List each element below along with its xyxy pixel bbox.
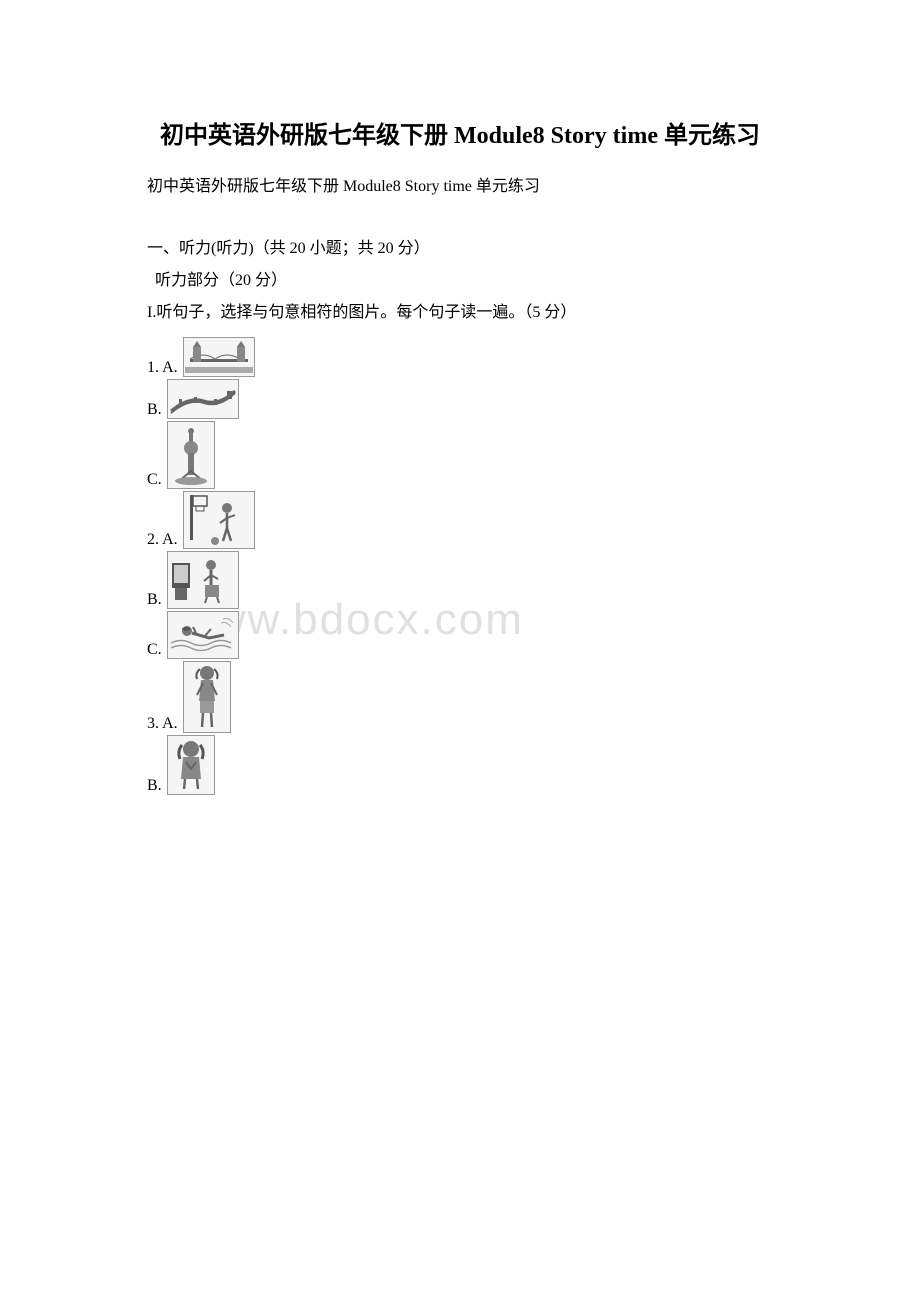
option-label: 2. A. <box>147 531 178 549</box>
subtitle-text: 初中英语外研版七年级下册 Module8 Story time 单元练习 <box>115 172 805 196</box>
option-1b: B. <box>147 379 805 419</box>
option-2c: C. <box>147 611 805 659</box>
basketball-icon <box>183 491 255 549</box>
option-label: C. <box>147 641 162 659</box>
watching-tv-icon <box>167 551 239 609</box>
option-2a: 2. A. <box>147 491 805 549</box>
option-1c: C. <box>147 421 805 489</box>
option-label: B. <box>147 777 162 795</box>
tower-icon <box>167 421 215 489</box>
option-label: 1. A. <box>147 359 178 377</box>
landmark-bridge-icon <box>183 337 255 377</box>
option-2b: B. <box>147 551 805 609</box>
option-label: B. <box>147 401 162 419</box>
page-title: 初中英语外研版七年级下册 Module8 Story time 单元练习 <box>115 115 805 150</box>
option-3b: B. <box>147 735 805 795</box>
option-label: C. <box>147 471 162 489</box>
option-3a: 3. A. <box>147 661 805 733</box>
option-label: 3. A. <box>147 715 178 733</box>
great-wall-icon <box>167 379 239 419</box>
option-label: B. <box>147 591 162 609</box>
swimming-icon <box>167 611 239 659</box>
girl-standing-icon <box>183 661 231 733</box>
section-header: 一、听力(听力)（共 20 小题；共 20 分） <box>115 234 805 258</box>
listening-part-header: 听力部分（20 分） <box>115 266 805 290</box>
instruction-text: I.听句子，选择与句意相符的图片。每个句子读一遍。（5 分） <box>115 298 805 322</box>
girl-sitting-icon <box>167 735 215 795</box>
option-1a: 1. A. <box>147 337 805 377</box>
